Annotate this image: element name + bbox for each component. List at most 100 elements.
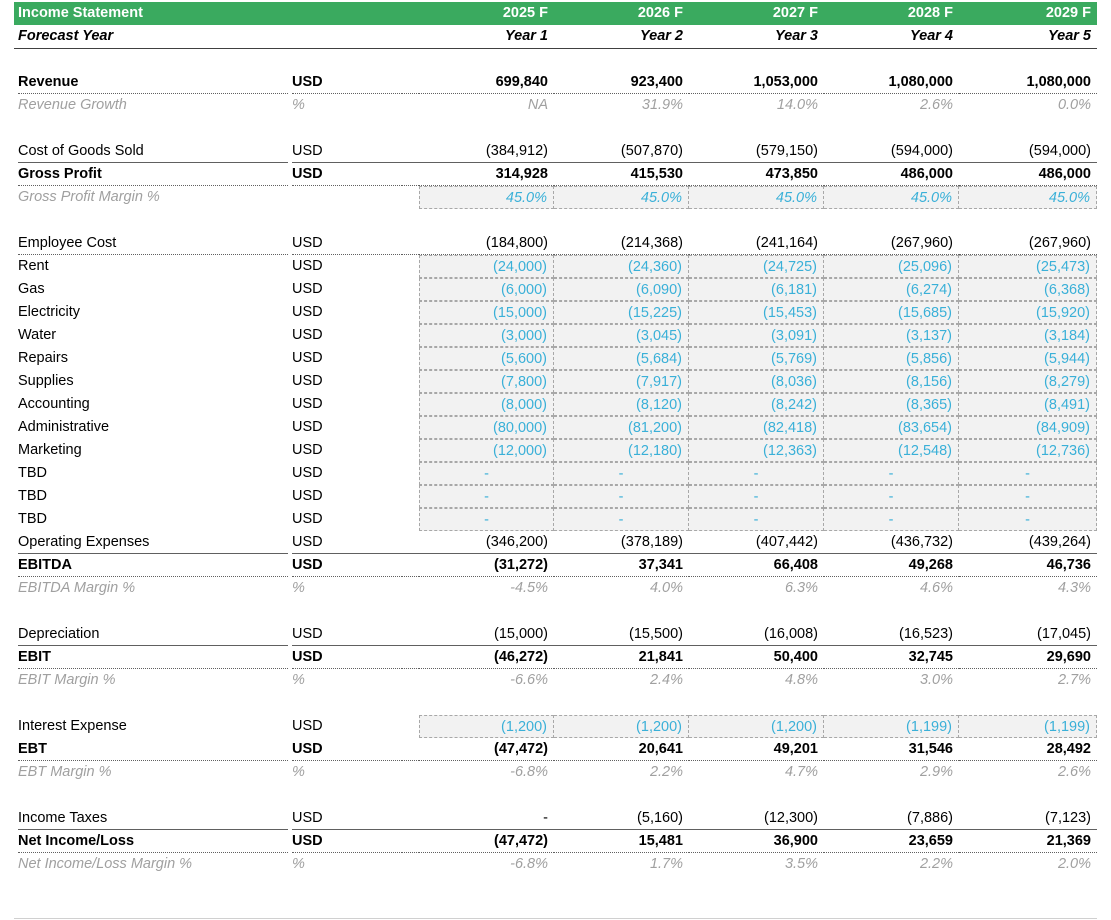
unit-cell[interactable]: USD bbox=[292, 350, 323, 366]
unit-cell[interactable] bbox=[292, 186, 402, 209]
unit-cell[interactable]: USD bbox=[292, 830, 402, 853]
value-cell-year-4[interactable]: 31,546 bbox=[824, 738, 959, 761]
year-header-2027[interactable]: 2027 F bbox=[772, 5, 818, 21]
year-header-2028[interactable]: 2028 F bbox=[907, 5, 953, 21]
value-cell-year-3[interactable]: 3.5% bbox=[784, 856, 818, 872]
value-cell-year-2[interactable]: - bbox=[554, 508, 689, 531]
value-cell-year-2[interactable]: (5,684) bbox=[554, 347, 689, 370]
row-label[interactable]: EBIT bbox=[18, 646, 288, 669]
value-cell-year-2[interactable]: (1,200) bbox=[554, 715, 689, 738]
value-cell-year-3[interactable]: 4.7% bbox=[784, 764, 818, 780]
value-cell-year-3[interactable]: (16,008) bbox=[689, 623, 824, 646]
unit-cell[interactable]: % bbox=[292, 672, 305, 688]
value-cell-year-5[interactable]: (6,368) bbox=[959, 278, 1097, 301]
value-cell-year-2[interactable]: (12,180) bbox=[554, 439, 689, 462]
value-cell-year-5[interactable]: (7,123) bbox=[959, 807, 1097, 830]
value-cell-year-1[interactable]: 45.0% bbox=[419, 186, 554, 209]
unit-cell[interactable]: USD bbox=[292, 232, 402, 255]
year-header-2026[interactable]: 2026 F bbox=[637, 5, 683, 21]
value-cell-year-4[interactable]: (5,856) bbox=[824, 347, 959, 370]
value-cell-year-1[interactable]: (8,000) bbox=[419, 393, 554, 416]
row-label[interactable]: EBT bbox=[18, 738, 288, 761]
value-cell-year-3[interactable]: (15,453) bbox=[689, 301, 824, 324]
unit-cell[interactable]: USD bbox=[292, 531, 402, 554]
value-cell-year-5[interactable]: (267,960) bbox=[959, 232, 1097, 255]
row-label[interactable]: Net Income/Loss Margin % bbox=[18, 856, 193, 872]
value-cell-year-1[interactable]: - bbox=[419, 462, 554, 485]
value-cell-year-5[interactable]: 2.0% bbox=[1057, 856, 1091, 872]
value-cell-year-3[interactable]: 6.3% bbox=[784, 580, 818, 596]
value-cell-year-1[interactable]: (15,000) bbox=[419, 623, 554, 646]
value-cell-year-4[interactable]: (436,732) bbox=[824, 531, 959, 554]
row-label[interactable]: TBD bbox=[18, 488, 47, 504]
value-cell-year-4[interactable]: 486,000 bbox=[824, 163, 959, 186]
value-cell-year-5[interactable]: - bbox=[959, 485, 1097, 508]
value-cell-year-5[interactable]: 2.7% bbox=[1057, 672, 1091, 688]
value-cell-year-2[interactable]: 2.4% bbox=[649, 672, 683, 688]
unit-cell[interactable]: USD bbox=[292, 419, 323, 435]
unit-cell[interactable]: USD bbox=[292, 258, 323, 274]
year-header-2029[interactable]: 2029 F bbox=[1045, 5, 1091, 21]
value-cell-year-5[interactable]: - bbox=[959, 462, 1097, 485]
value-cell-year-4[interactable]: 45.0% bbox=[824, 186, 959, 209]
value-cell-year-3[interactable]: 49,201 bbox=[689, 738, 824, 761]
value-cell-year-1[interactable]: -6.6% bbox=[510, 672, 548, 688]
value-cell-year-4[interactable]: (267,960) bbox=[824, 232, 959, 255]
value-cell-year-4[interactable]: (1,199) bbox=[824, 715, 959, 738]
value-cell-year-4[interactable]: (25,096) bbox=[824, 255, 959, 278]
value-cell-year-3[interactable]: (8,242) bbox=[689, 393, 824, 416]
value-cell-year-2[interactable]: 2.2% bbox=[649, 764, 683, 780]
value-cell-year-3[interactable]: 14.0% bbox=[776, 97, 818, 113]
forecast-year-label[interactable]: Forecast Year bbox=[18, 28, 114, 44]
row-label[interactable]: Gross Profit Margin % bbox=[18, 189, 160, 205]
value-cell-year-5[interactable]: (594,000) bbox=[959, 140, 1097, 163]
row-label[interactable]: Interest Expense bbox=[18, 718, 127, 734]
value-cell-year-3[interactable]: (24,725) bbox=[689, 255, 824, 278]
value-cell-year-1[interactable]: (31,272) bbox=[419, 554, 554, 577]
unit-cell[interactable]: USD bbox=[292, 71, 402, 94]
unit-cell[interactable]: USD bbox=[292, 488, 323, 504]
value-cell-year-5[interactable]: 45.0% bbox=[959, 186, 1097, 209]
value-cell-year-1[interactable]: 699,840 bbox=[419, 71, 554, 94]
value-cell-year-3[interactable]: (8,036) bbox=[689, 370, 824, 393]
value-cell-year-2[interactable]: (5,160) bbox=[554, 807, 689, 830]
value-cell-year-5[interactable]: 486,000 bbox=[959, 163, 1097, 186]
value-cell-year-2[interactable]: (15,500) bbox=[554, 623, 689, 646]
unit-cell[interactable]: % bbox=[292, 97, 305, 113]
value-cell-year-5[interactable]: (12,736) bbox=[959, 439, 1097, 462]
row-label[interactable]: Marketing bbox=[18, 442, 82, 458]
row-label[interactable]: Repairs bbox=[18, 350, 68, 366]
value-cell-year-3[interactable]: 36,900 bbox=[689, 830, 824, 853]
value-cell-year-5[interactable]: (8,279) bbox=[959, 370, 1097, 393]
unit-cell[interactable]: USD bbox=[292, 807, 402, 830]
value-cell-year-2[interactable]: (6,090) bbox=[554, 278, 689, 301]
value-cell-year-2[interactable]: 37,341 bbox=[554, 554, 689, 577]
value-cell-year-5[interactable]: (1,199) bbox=[959, 715, 1097, 738]
unit-cell[interactable]: USD bbox=[292, 304, 323, 320]
value-cell-year-2[interactable]: (507,870) bbox=[554, 140, 689, 163]
year-label-1[interactable]: Year 1 bbox=[505, 28, 548, 44]
value-cell-year-2[interactable]: (24,360) bbox=[554, 255, 689, 278]
value-cell-year-4[interactable]: 2.6% bbox=[919, 97, 953, 113]
value-cell-year-4[interactable]: (15,685) bbox=[824, 301, 959, 324]
value-cell-year-4[interactable]: (8,156) bbox=[824, 370, 959, 393]
row-label[interactable]: Accounting bbox=[18, 396, 90, 412]
value-cell-year-3[interactable]: - bbox=[689, 485, 824, 508]
value-cell-year-4[interactable]: - bbox=[824, 508, 959, 531]
value-cell-year-4[interactable]: (16,523) bbox=[824, 623, 959, 646]
value-cell-year-4[interactable]: 2.2% bbox=[919, 856, 953, 872]
row-label[interactable]: Gas bbox=[18, 281, 45, 297]
value-cell-year-4[interactable]: 1,080,000 bbox=[824, 71, 959, 94]
row-label[interactable]: Gross Profit bbox=[18, 163, 288, 186]
value-cell-year-4[interactable]: (8,365) bbox=[824, 393, 959, 416]
value-cell-year-1[interactable]: (184,800) bbox=[419, 232, 554, 255]
value-cell-year-1[interactable]: -6.8% bbox=[510, 764, 548, 780]
value-cell-year-5[interactable]: (84,909) bbox=[959, 416, 1097, 439]
year-label-4[interactable]: Year 4 bbox=[910, 28, 953, 44]
row-label[interactable]: Operating Expenses bbox=[18, 531, 288, 554]
value-cell-year-3[interactable]: 45.0% bbox=[689, 186, 824, 209]
unit-cell[interactable]: % bbox=[292, 764, 305, 780]
value-cell-year-3[interactable]: (241,164) bbox=[689, 232, 824, 255]
value-cell-year-3[interactable]: - bbox=[689, 462, 824, 485]
unit-cell[interactable]: USD bbox=[292, 738, 402, 761]
